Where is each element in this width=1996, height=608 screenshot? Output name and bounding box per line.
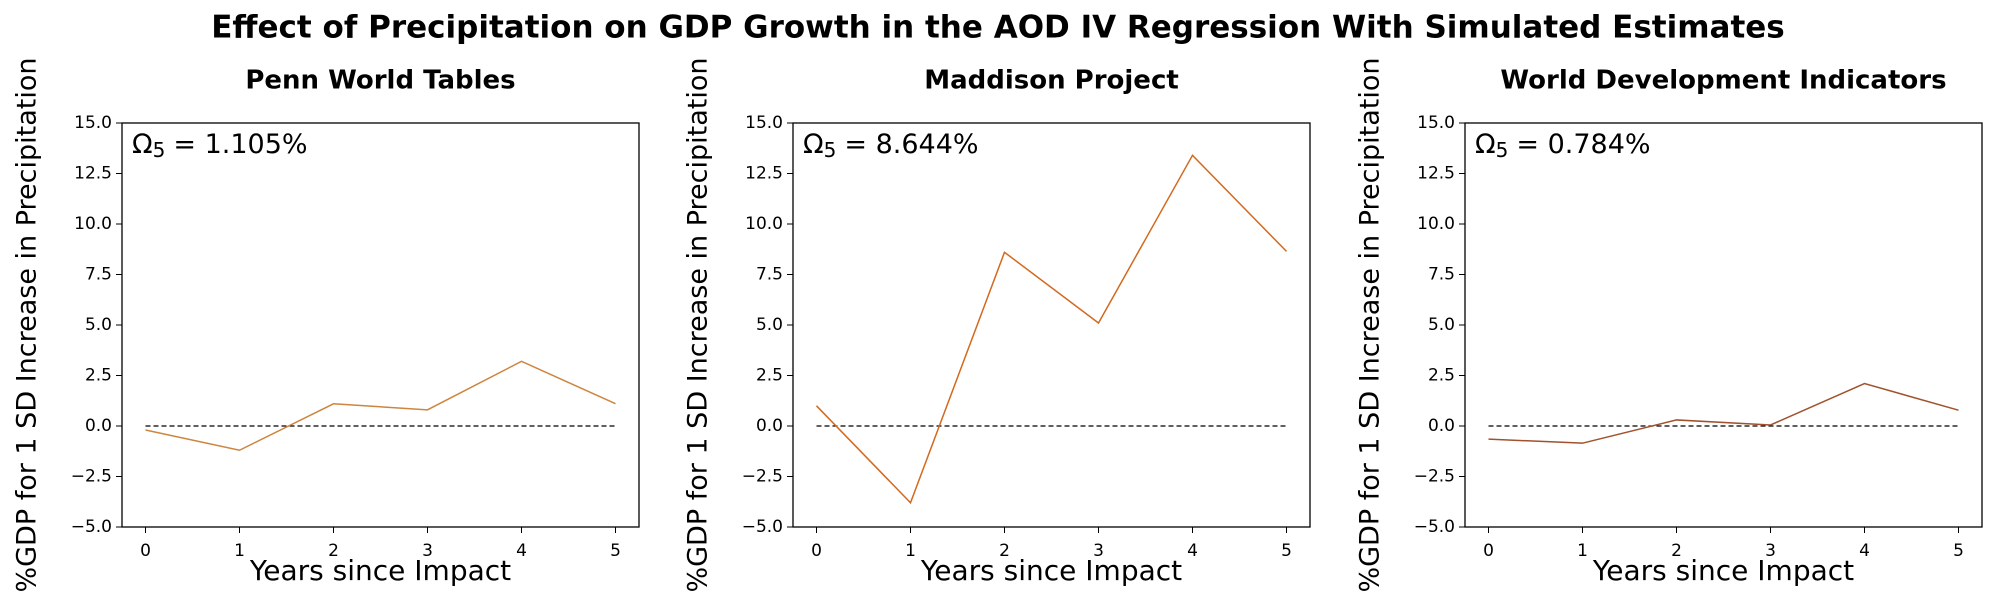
- annotation-text: = 0.784%: [1516, 129, 1650, 160]
- x-tick-label: 2: [999, 541, 1010, 561]
- y-tick-label: −5.0: [71, 517, 112, 537]
- x-tick-label: 2: [328, 541, 339, 561]
- y-tick-label: 12.5: [1417, 164, 1455, 184]
- y-tick-label: 10.0: [74, 214, 112, 234]
- data-line: [1488, 382, 1959, 444]
- y-tick-label: 5.0: [85, 315, 112, 335]
- y-tick-label: 0.0: [756, 416, 783, 436]
- x-tick-label: 4: [1187, 541, 1198, 561]
- y-tick-label: −5.0: [742, 517, 783, 537]
- y-tick-label: 10.0: [1417, 214, 1455, 234]
- y-tick-label: 15.0: [745, 113, 783, 133]
- data-line: [815, 154, 1288, 505]
- annotation: Ω5 = 0.784%: [1475, 129, 1651, 162]
- x-tick-label: 0: [811, 541, 822, 561]
- annotation-subscript: 5: [153, 138, 166, 162]
- annotation-text: = 1.105%: [173, 129, 307, 160]
- y-axis-label: %GDP for 1 SD Increase in Precipitation: [1355, 57, 1386, 592]
- y-tick-label: −5.0: [1414, 517, 1455, 537]
- x-axis-label: Years since Impact: [249, 554, 511, 587]
- plot-frame: [121, 122, 640, 528]
- x-tick-label: 2: [1671, 541, 1682, 561]
- y-tick-label: 10.0: [745, 214, 783, 234]
- y-tick-label: 0.0: [85, 416, 112, 436]
- annotation: Ω5 = 1.105%: [132, 129, 308, 162]
- x-tick-label: 0: [1483, 541, 1494, 561]
- y-tick-label: 12.5: [74, 164, 112, 184]
- x-tick-label: 1: [1577, 541, 1588, 561]
- data-line: [145, 360, 616, 452]
- y-tick-label: 5.0: [1428, 315, 1455, 335]
- y-tick-label: 15.0: [74, 113, 112, 133]
- y-tick-label: 5.0: [756, 315, 783, 335]
- x-axis-label: Years since Impact: [920, 554, 1182, 587]
- subplot-title: Maddison Project: [924, 66, 1179, 96]
- y-tick-label: 7.5: [1428, 265, 1455, 285]
- x-tick-label: 5: [1953, 541, 1964, 561]
- y-tick-label: 15.0: [1417, 113, 1455, 133]
- annotation: Ω5 = 8.644%: [803, 129, 979, 162]
- y-tick-label: −2.5: [71, 467, 112, 487]
- y-tick-label: −2.5: [742, 467, 783, 487]
- y-tick-label: 12.5: [745, 164, 783, 184]
- y-tick-label: −2.5: [1414, 467, 1455, 487]
- subplot-title: Penn World Tables: [245, 66, 515, 96]
- y-tick-label: 2.5: [85, 366, 112, 386]
- y-tick-label: 2.5: [1428, 366, 1455, 386]
- y-tick-label: 0.0: [1428, 416, 1455, 436]
- x-tick-label: 4: [516, 541, 527, 561]
- subplot-title: World Development Indicators: [1500, 66, 1946, 96]
- annotation-subscript: 5: [1496, 138, 1509, 162]
- y-tick-label: 7.5: [85, 265, 112, 285]
- x-tick-label: 1: [234, 541, 245, 561]
- x-axis-label: Years since Impact: [1592, 554, 1854, 587]
- x-tick-label: 3: [1765, 541, 1776, 561]
- annotation-subscript: 5: [824, 138, 837, 162]
- x-tick-label: 4: [1859, 541, 1870, 561]
- x-tick-label: 0: [140, 541, 151, 561]
- annotation-text: = 8.644%: [844, 129, 978, 160]
- x-tick-label: 5: [610, 541, 621, 561]
- x-tick-label: 5: [1281, 541, 1292, 561]
- annotation-symbol: Ω: [132, 129, 153, 160]
- annotation-symbol: Ω: [1475, 129, 1496, 160]
- y-tick-label: 2.5: [756, 366, 783, 386]
- y-axis-label: %GDP for 1 SD Increase in Precipitation: [683, 57, 714, 592]
- plot-frame: [792, 122, 1311, 528]
- y-tick-label: 7.5: [756, 265, 783, 285]
- x-tick-label: 3: [422, 541, 433, 561]
- y-axis-label: %GDP for 1 SD Increase in Precipitation: [12, 57, 43, 592]
- plot-frame: [1464, 122, 1983, 528]
- x-tick-label: 3: [1093, 541, 1104, 561]
- annotation-symbol: Ω: [803, 129, 824, 160]
- figure-title: Effect of Precipitation on GDP Growth in…: [211, 10, 1785, 46]
- x-tick-label: 1: [905, 541, 916, 561]
